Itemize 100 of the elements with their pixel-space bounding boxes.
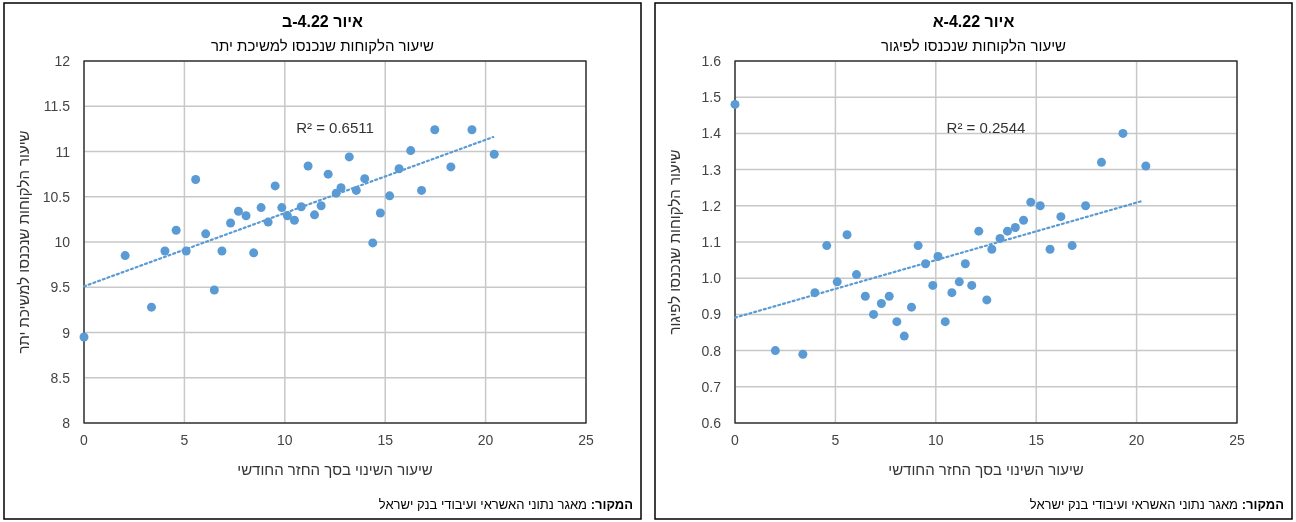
point [798, 349, 808, 359]
y-tick-label: 8.5 [50, 369, 71, 386]
point [385, 191, 395, 201]
chart-subtitle: שיעור הלקוחות שנכנסו למשיכת יתר [210, 37, 435, 54]
point [1118, 128, 1128, 138]
text: המקור: מאגר נתוני האשראי ועיבודי בנק ישראל [1029, 497, 1284, 512]
y-tick-label: 1.2 [701, 197, 722, 214]
point [120, 251, 130, 261]
point [1002, 226, 1012, 236]
point [146, 302, 156, 312]
y-axis-title: שיעור הלקוחות שנכנסו לפיגור [666, 149, 683, 335]
point [869, 309, 879, 319]
point [256, 203, 266, 213]
point [289, 215, 299, 225]
y-tick-label: 11 [55, 143, 71, 160]
x-axis-title: שיעור השינוי בסך החזר החודשי [237, 461, 433, 478]
y-tick-label: 1.3 [701, 161, 722, 178]
y-tick-label: 0.9 [701, 306, 722, 323]
x-tick-label: 20 [477, 432, 494, 448]
y-tick-label: 0.6 [701, 415, 722, 431]
point [1096, 157, 1106, 167]
point [270, 181, 280, 191]
point [467, 125, 477, 135]
point [832, 277, 842, 287]
point [851, 270, 861, 280]
point [1010, 223, 1020, 233]
point [430, 125, 440, 135]
x-tick-label: 5 [831, 432, 840, 448]
point [899, 331, 909, 341]
point [226, 218, 236, 228]
annotation: R² = 0.2544 [946, 119, 1026, 136]
point [907, 302, 916, 312]
point [842, 230, 852, 240]
x-tick-label: 25 [1229, 432, 1245, 448]
point [1056, 212, 1066, 222]
point [987, 244, 997, 254]
chart-title: איור 4.22-ב [282, 13, 364, 30]
point [323, 169, 333, 179]
point [217, 246, 227, 256]
chart-subtitle: שיעור הלקוחות שנכנסו לפיגור [880, 37, 1067, 54]
point [489, 149, 499, 159]
point [730, 99, 740, 109]
y-tick-label: 0.8 [701, 342, 722, 359]
point [1081, 201, 1091, 211]
x-tick-label: 10 [928, 432, 944, 448]
point [316, 201, 326, 211]
point [1141, 161, 1151, 171]
point [892, 317, 902, 327]
x-tick-label: 5 [180, 432, 189, 448]
y-tick-label: 11.5 [43, 98, 71, 115]
x-axis-title: שיעור השינוי בסך החזר החודשי [888, 461, 1084, 478]
annotation: R² = 0.6511 [296, 119, 374, 136]
x-tick-label: 15 [377, 432, 394, 448]
y-tick-label: 12 [54, 53, 71, 69]
point [967, 280, 977, 290]
point [233, 206, 243, 216]
y-tick-label: 10.5 [42, 188, 71, 205]
point [303, 161, 313, 171]
point [770, 346, 780, 356]
x-tick-label: 15 [1028, 432, 1045, 448]
point [960, 259, 970, 269]
point [277, 203, 287, 213]
chart-title: איור 4.22-א [932, 13, 1015, 30]
point [1045, 244, 1055, 254]
point [446, 162, 456, 172]
y-axis-title: שיעור הלקוחות שנכנסו למשיכת יתר [15, 130, 32, 354]
point [940, 317, 950, 327]
point [913, 241, 923, 251]
y-tick-label: 1.5 [701, 89, 722, 106]
y-tick-label: 8 [62, 415, 71, 431]
y-tick-label: 10 [54, 234, 71, 250]
point [310, 210, 320, 220]
y-tick-label: 9.5 [50, 279, 71, 296]
point [1067, 241, 1077, 251]
y-tick-label: 0.7 [701, 378, 722, 395]
point [406, 146, 416, 156]
point [884, 291, 894, 301]
point [209, 285, 219, 295]
point [241, 211, 251, 221]
point [417, 185, 427, 195]
y-tick-label: 9 [62, 324, 71, 341]
point [375, 208, 385, 218]
x-tick-label: 0 [731, 432, 740, 448]
x-tick-label: 0 [80, 432, 89, 448]
point [928, 280, 938, 290]
point [191, 175, 201, 185]
point [201, 229, 211, 239]
point [171, 225, 181, 235]
point [360, 174, 370, 184]
x-tick-label: 20 [1128, 432, 1145, 448]
point [822, 241, 832, 251]
point [368, 238, 378, 248]
x-tick-label: 25 [578, 432, 594, 448]
point [336, 183, 346, 193]
y-tick-label: 1.1 [701, 234, 722, 250]
point [982, 295, 992, 305]
point [974, 226, 984, 236]
y-tick-label: 1.4 [701, 125, 722, 142]
point [249, 248, 259, 258]
point [954, 277, 964, 287]
